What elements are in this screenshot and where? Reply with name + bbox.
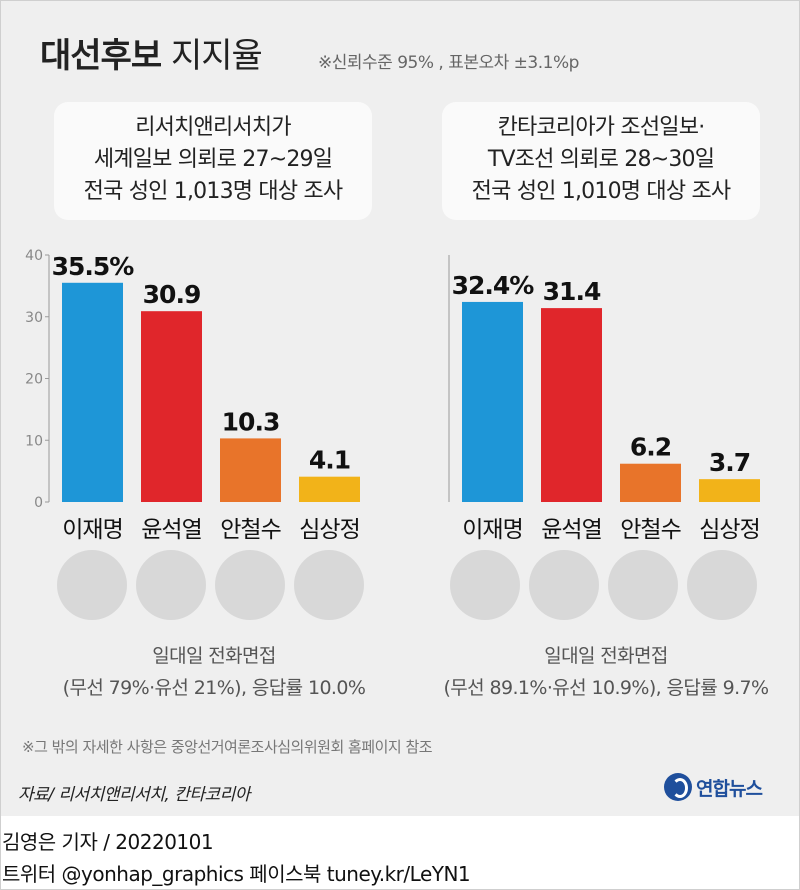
left-bar-sim	[299, 476, 360, 502]
right-category-label-ahn: 안철수	[620, 517, 680, 543]
right-method-line-1: 일대일 전화면접	[544, 645, 668, 667]
left-y-tick-label: 20	[25, 372, 43, 388]
confidence-note: ※신뢰수준 95% , 표본오차 ±3.1%p	[318, 53, 579, 73]
left-category-label-sim: 심상정	[299, 517, 359, 543]
left-y-tick-label: 10	[25, 433, 43, 449]
avatar-ahn-left	[215, 550, 285, 620]
avatar-sim-right	[687, 550, 757, 620]
right-value-label-sim: 3.7	[709, 448, 750, 477]
left-bar-yoon	[141, 311, 202, 502]
right-category-label-yoon: 윤석열	[541, 517, 601, 543]
right-bar-yoon	[541, 308, 602, 502]
left-category-label-lee: 이재명	[62, 517, 122, 543]
right-bar-chart: 32.4% 이재명 31.4 윤석열 6.2 안철수 3.7 심상정	[400, 235, 800, 565]
left-category-label-yoon: 윤석열	[141, 517, 201, 543]
left-chart-svg: 0 10 20 30 40 35.5% 이재명 30.9 윤석열 10.3 안철수 4.1 심상정	[25, 248, 361, 543]
right-category-label-sim: 심상정	[699, 517, 759, 543]
avatar-yoon-left	[136, 550, 206, 620]
avatar-ahn-right	[608, 550, 678, 620]
right-method-line-2: (무선 89.1%·유선 10.9%), 응답률 9.7%	[443, 677, 769, 699]
avatar-sim-left	[294, 550, 364, 620]
right-bar-ahn	[620, 463, 681, 502]
left-value-label-sim: 4.1	[309, 446, 350, 475]
right-survey-box: 칸타코리아가 조선일보· TV조선 의뢰로 28~30일 전국 성인 1,010…	[442, 102, 760, 220]
avatar-yoon-right	[529, 550, 599, 620]
left-y-tick-label: 30	[25, 310, 43, 326]
right-box-line-1: 칸타코리아가 조선일보·	[497, 115, 706, 140]
left-value-label-yoon: 30.9	[143, 280, 201, 309]
left-method-line-1: 일대일 전화면접	[152, 645, 276, 667]
footnote: ※그 밖의 자세한 사항은 중앙선거여론조사심의위원회 홈페이지 참조	[22, 738, 433, 756]
left-box-line-2: 세계일보 의뢰로 27~29일	[93, 147, 333, 172]
right-bar-sim	[699, 479, 760, 502]
right-category-label-lee: 이재명	[462, 517, 522, 543]
right-method: 일대일 전화면접 (무선 89.1%·유선 10.9%), 응답률 9.7%	[406, 640, 800, 704]
credit-social: 트위터 @yonhap_graphics 페이스북 tuney.kr/LeYN1	[2, 862, 471, 886]
page-title: 대선후보 지지율	[40, 28, 263, 77]
left-y-tick-label: 0	[34, 495, 43, 511]
credit-reporter: 김영은 기자 / 20220101	[2, 830, 214, 854]
right-value-label-yoon: 31.4	[543, 277, 601, 306]
source-text: 자료/ 리서치앤리서치, 칸타코리아	[18, 785, 250, 805]
left-method: 일대일 전화면접 (무선 79%·유선 21%), 응답률 10.0%	[14, 640, 414, 704]
left-method-line-2: (무선 79%·유선 21%), 응답률 10.0%	[62, 677, 366, 699]
left-value-label-lee: 35.5%	[52, 252, 135, 281]
left-bar-chart: 0 10 20 30 40 35.5% 이재명 30.9 윤석열 10.3 안철수 4.1 심상정	[0, 235, 400, 565]
left-bar-ahn	[220, 438, 281, 502]
right-value-label-lee: 32.4%	[452, 271, 535, 300]
yonhap-logo-text: 연합뉴스	[696, 777, 763, 800]
right-box-line-2: TV조선 의뢰로 28~30일	[487, 147, 715, 172]
left-y-tick-label: 40	[25, 248, 43, 264]
right-box-line-3: 전국 성인 1,010명 대상 조사	[471, 179, 732, 204]
yonhap-logo-icon	[664, 773, 692, 801]
right-value-label-ahn: 6.2	[630, 433, 671, 462]
left-category-label-ahn: 안철수	[220, 517, 280, 543]
left-box-line-1: 리서치앤리서치가	[135, 115, 291, 140]
left-value-label-ahn: 10.3	[222, 407, 280, 436]
title-bold: 대선후보	[40, 36, 162, 76]
left-survey-box: 리서치앤리서치가 세계일보 의뢰로 27~29일 전국 성인 1,013명 대상…	[54, 102, 372, 220]
yonhap-logo: 연합뉴스	[664, 770, 763, 804]
avatar-lee-left	[57, 550, 127, 620]
title-light: 지지율	[170, 36, 263, 76]
right-chart-svg: 32.4% 이재명 31.4 윤석열 6.2 안철수 3.7 심상정	[448, 255, 761, 543]
left-box-line-3: 전국 성인 1,013명 대상 조사	[83, 179, 344, 204]
left-bar-lee	[62, 282, 123, 502]
right-bar-lee	[462, 301, 523, 502]
avatar-lee-right	[450, 550, 520, 620]
